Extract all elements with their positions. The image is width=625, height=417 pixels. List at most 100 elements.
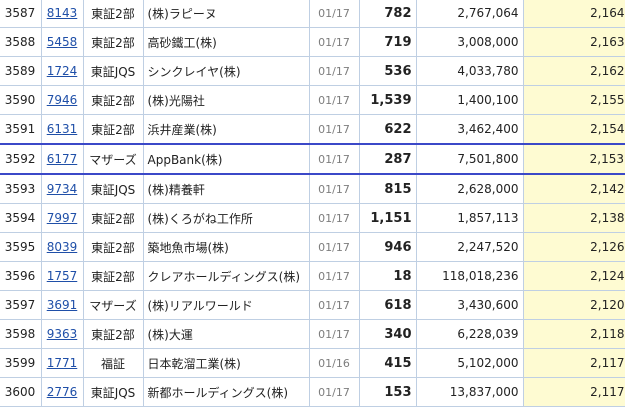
company-name-cell: クレアホールディングス(株)	[142, 261, 310, 291]
code-cell: 2776	[40, 377, 84, 407]
company-name-cell: (株)精養軒	[142, 173, 310, 204]
date-cell: 01/17	[308, 143, 360, 175]
trading-value-cell: 2,126	[522, 232, 625, 262]
stock-code-link[interactable]: 8143	[46, 6, 78, 20]
company-name-cell: (株)くろがね工作所	[142, 203, 310, 233]
code-cell: 8143	[40, 0, 84, 28]
ranking-table: 3587 8143 東証2部 (株)ラピーヌ 01/17 782 2,767,064 2,16…	[0, 0, 625, 407]
date-cell: 01/16	[308, 348, 360, 378]
table-row: 3594 7997 東証2部 (株)くろがね工作所 01/17 1,151 1,857,11…	[0, 203, 625, 233]
trading-value-cell: 2,155	[522, 85, 625, 115]
table-row: 3595 8039 東証2部 築地魚市場(株) 01/17 946 2,247,520 2,1…	[0, 232, 625, 262]
date-cell: 01/17	[308, 27, 360, 57]
code-cell: 7946	[40, 85, 84, 115]
volume-cell: 3,462,400	[415, 114, 524, 145]
stock-code-link[interactable]: 2776	[46, 385, 78, 399]
table-row: 3597 3691 マザーズ (株)リアルワールド 01/17 618 3,430,600 2…	[0, 290, 625, 320]
stock-code-link[interactable]: 7946	[46, 93, 78, 107]
market-cell: マザーズ	[82, 290, 144, 320]
volume-cell: 2,247,520	[415, 232, 524, 262]
market-cell: 東証2部	[82, 85, 144, 115]
market-cell: 東証2部	[82, 203, 144, 233]
code-cell: 6131	[40, 114, 84, 145]
market-cell: 東証2部	[82, 232, 144, 262]
table-row: 3592 6177 マザーズ AppBank(株) 01/17 287 7,501,800 2…	[0, 143, 625, 175]
market-cell: マザーズ	[82, 143, 144, 175]
market-cell: 東証JQS	[82, 173, 144, 204]
company-name-cell: (株)光陽社	[142, 85, 310, 115]
stock-code-link[interactable]: 1724	[46, 64, 78, 78]
volume-cell: 7,501,800	[415, 143, 524, 175]
code-cell: 1724	[40, 56, 84, 86]
stock-code-link[interactable]: 5458	[46, 35, 78, 49]
date-cell: 01/17	[308, 377, 360, 407]
volume-cell: 4,033,780	[415, 56, 524, 86]
market-cell: 福証	[82, 348, 144, 378]
price-cell: 719	[358, 27, 417, 57]
volume-cell: 2,767,064	[415, 0, 524, 28]
rank-cell: 3588	[0, 27, 42, 57]
market-cell: 東証2部	[82, 114, 144, 145]
stock-code-link[interactable]: 8039	[46, 240, 78, 254]
trading-value-cell: 2,117	[522, 348, 625, 378]
volume-cell: 3,008,000	[415, 27, 524, 57]
stock-code-link[interactable]: 1771	[46, 356, 78, 370]
rank-cell: 3589	[0, 56, 42, 86]
price-cell: 815	[358, 173, 417, 204]
price-cell: 1,151	[358, 203, 417, 233]
trading-value-cell: 2,164	[522, 0, 625, 28]
trading-value-cell: 2,142	[522, 173, 625, 204]
date-cell: 01/17	[308, 290, 360, 320]
company-name-cell: (株)リアルワールド	[142, 290, 310, 320]
table-row: 3588 5458 東証2部 高砂鐵工(株) 01/17 719 3,008,000 2,16…	[0, 27, 625, 57]
code-cell: 8039	[40, 232, 84, 262]
date-cell: 01/17	[308, 56, 360, 86]
date-cell: 01/17	[308, 85, 360, 115]
rank-cell: 3597	[0, 290, 42, 320]
table-row: 3600 2776 東証JQS 新都ホールディングス(株) 01/17 153 13,837…	[0, 377, 625, 407]
market-cell: 東証JQS	[82, 377, 144, 407]
market-cell: 東証2部	[82, 27, 144, 57]
stock-code-link[interactable]: 9734	[46, 182, 78, 196]
stock-code-link[interactable]: 7997	[46, 211, 78, 225]
price-cell: 153	[358, 377, 417, 407]
stock-code-link[interactable]: 6131	[46, 122, 78, 136]
trading-value-cell: 2,153	[522, 143, 625, 175]
price-cell: 782	[358, 0, 417, 28]
trading-value-cell: 2,120	[522, 290, 625, 320]
company-name-cell: 日本乾溜工業(株)	[142, 348, 310, 378]
price-cell: 415	[358, 348, 417, 378]
trading-value-cell: 2,162	[522, 56, 625, 86]
trading-value-cell: 2,118	[522, 319, 625, 349]
code-cell: 5458	[40, 27, 84, 57]
date-cell: 01/17	[308, 114, 360, 145]
company-name-cell: シンクレイヤ(株)	[142, 56, 310, 86]
stock-code-link[interactable]: 3691	[46, 298, 78, 312]
trading-value-cell: 2,154	[522, 114, 625, 145]
volume-cell: 5,102,000	[415, 348, 524, 378]
date-cell: 01/17	[308, 173, 360, 204]
price-cell: 1,539	[358, 85, 417, 115]
company-name-cell: 浜井産業(株)	[142, 114, 310, 145]
stock-code-link[interactable]: 6177	[46, 152, 78, 166]
code-cell: 3691	[40, 290, 84, 320]
code-cell: 9363	[40, 319, 84, 349]
table-row: 3599 1771 福証 日本乾溜工業(株) 01/16 415 5,102,000 2,11…	[0, 348, 625, 378]
rank-cell: 3587	[0, 0, 42, 28]
stock-code-link[interactable]: 9363	[46, 327, 78, 341]
rank-cell: 3598	[0, 319, 42, 349]
rank-cell: 3600	[0, 377, 42, 407]
volume-cell: 118,018,236	[415, 261, 524, 291]
table-row: 3598 9363 東証2部 (株)大運 01/17 340 6,228,039 2,118	[0, 319, 625, 349]
code-cell: 7997	[40, 203, 84, 233]
stock-code-link[interactable]: 1757	[46, 269, 78, 283]
date-cell: 01/17	[308, 203, 360, 233]
price-cell: 287	[358, 143, 417, 175]
rank-cell: 3595	[0, 232, 42, 262]
volume-cell: 2,628,000	[415, 173, 524, 204]
market-cell: 東証2部	[82, 0, 144, 28]
rank-cell: 3591	[0, 114, 42, 145]
table-row: 3589 1724 東証JQS シンクレイヤ(株) 01/17 536 4,033,780 2…	[0, 56, 625, 86]
rank-cell: 3590	[0, 85, 42, 115]
price-cell: 536	[358, 56, 417, 86]
